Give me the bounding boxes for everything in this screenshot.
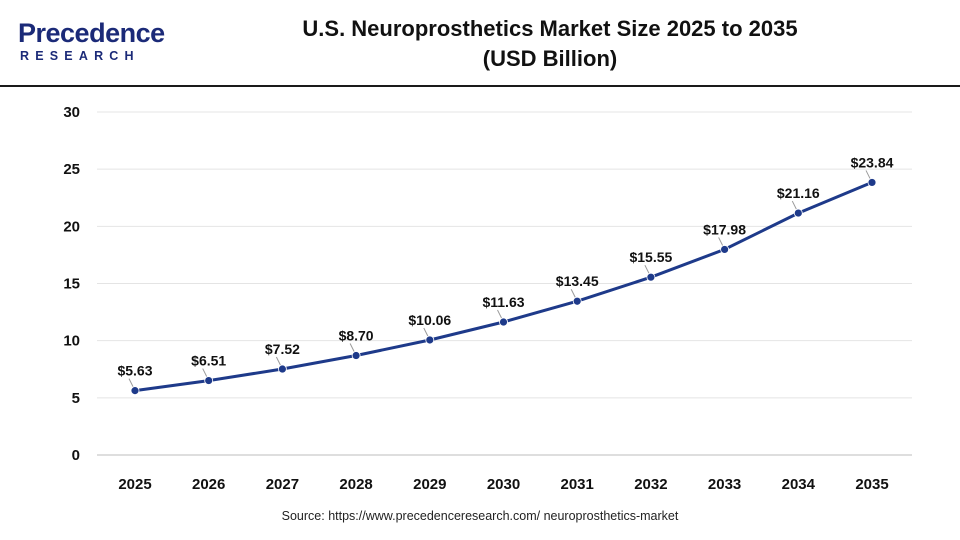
data-point (351, 351, 361, 360)
data-label-leader (202, 368, 208, 377)
data-point (646, 272, 656, 282)
logo-wordmark: Precedence (18, 18, 165, 49)
y-tick-label: 25 (63, 161, 80, 178)
data-label-leader (349, 343, 355, 352)
chart-title-line1: U.S. Neuroprosthetics Market Size 2025 t… (302, 16, 798, 41)
data-label: $23.84 (851, 154, 894, 170)
y-tick-label: 30 (63, 104, 80, 121)
logo-initial: P (18, 18, 36, 48)
data-label: $5.63 (117, 363, 152, 379)
x-tick-label: 2028 (339, 476, 372, 493)
logo-subtext: RESEARCH (20, 49, 140, 63)
data-label-leader (570, 288, 576, 298)
data-label-leader (644, 264, 650, 274)
data-point (793, 208, 803, 218)
y-tick-label: 10 (63, 333, 80, 350)
data-points (130, 178, 877, 396)
y-tick-label: 0 (72, 447, 80, 464)
chart-title-line2: (USD Billion) (482, 46, 618, 71)
y-tick-label: 5 (72, 390, 80, 407)
data-point (277, 364, 287, 374)
data-labels: $5.63 $6.51 $7.52 $8.70 $10.06 $11.63 $13.45 $1… (117, 154, 894, 387)
x-tick-label: 2029 (413, 476, 446, 493)
source-note: Source: https://www.precedenceresearch.c… (281, 509, 679, 523)
data-point (425, 335, 435, 345)
y-tick-label: 15 (63, 276, 80, 293)
chart-header: Precedence RESEARCH U.S. Neuroprosthetic… (0, 0, 960, 87)
data-label-leader (718, 237, 724, 246)
x-tick-label: 2034 (782, 476, 816, 493)
x-tick-label: 2027 (266, 476, 299, 493)
data-label-leader (865, 170, 871, 179)
x-tick-label: 2030 (487, 476, 520, 493)
x-tick-label: 2025 (118, 476, 151, 493)
data-label-leader (497, 309, 502, 319)
x-tick-label: 2033 (708, 476, 741, 493)
data-label-leader (791, 200, 797, 210)
data-point (867, 178, 877, 187)
gridlines (97, 111, 912, 456)
data-label: $10.06 (408, 312, 451, 328)
data-label: $17.98 (703, 221, 746, 237)
data-point (572, 296, 582, 306)
data-label: $13.45 (556, 273, 599, 289)
x-tick-label: 2035 (855, 476, 888, 493)
y-axis-ticks: 0 5 10 15 20 25 30 (63, 104, 80, 464)
x-axis-ticks: 2025 2026 2027 2028 2029 2030 2031 2032 2033 2034… (118, 476, 888, 493)
x-tick-label: 2031 (561, 476, 594, 493)
data-label-leader (423, 327, 429, 337)
data-label: $8.70 (339, 328, 374, 344)
series-line (134, 181, 873, 393)
data-point (499, 317, 508, 327)
logo-main-text: recedence (35, 18, 166, 48)
y-tick-label: 20 (63, 218, 80, 235)
x-tick-label: 2026 (192, 476, 225, 493)
data-label: $15.55 (629, 249, 672, 265)
data-label: $11.63 (482, 294, 524, 310)
precedence-research-logo: Precedence RESEARCH (18, 18, 178, 68)
data-label-leader (128, 378, 134, 387)
data-label: $6.51 (191, 353, 226, 369)
data-point (130, 386, 140, 396)
data-point (720, 245, 729, 254)
data-point (204, 376, 214, 385)
data-label: $7.52 (265, 341, 300, 357)
data-label-leader (275, 356, 281, 366)
data-label: $21.16 (777, 185, 820, 201)
x-tick-label: 2032 (634, 476, 667, 493)
